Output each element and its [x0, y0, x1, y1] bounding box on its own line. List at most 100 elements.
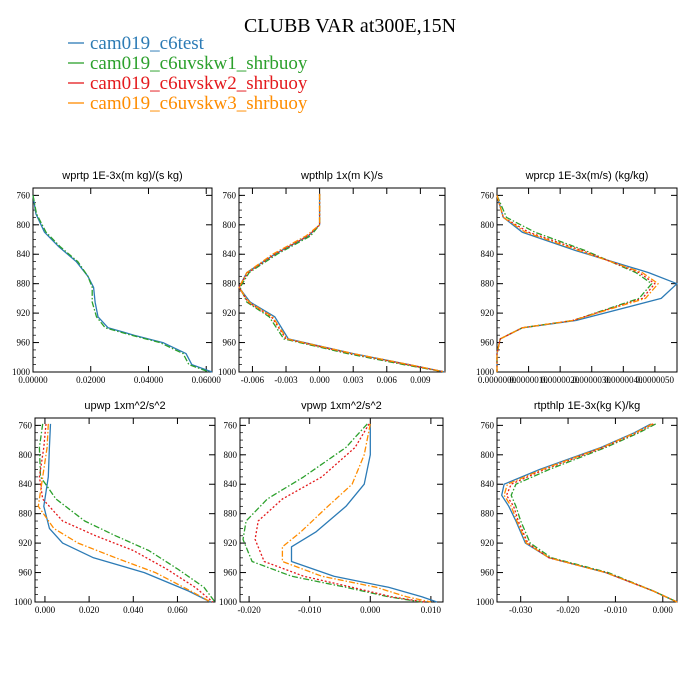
series-line-3 — [238, 193, 446, 373]
x-tick-label: 0.020 — [79, 605, 100, 615]
y-tick-label: 960 — [19, 568, 33, 578]
panel-title: vpwp 1xm^2/s^2 — [301, 400, 382, 412]
y-tick-label: 960 — [481, 338, 495, 348]
y-tick-label: 760 — [481, 420, 495, 430]
y-tick-label: 880 — [17, 279, 31, 289]
y-tick-label: 880 — [224, 509, 238, 519]
x-tick-label: 0.000 — [653, 605, 674, 615]
y-tick-label: 840 — [17, 249, 31, 259]
y-tick-label: 1000 — [219, 597, 238, 607]
panel-5: vpwp 1xm^2/s^27608008408809209601000-0.0… — [219, 400, 444, 615]
series-line-1 — [496, 195, 678, 372]
y-tick-label: 960 — [17, 338, 31, 348]
y-tick-label: 800 — [17, 220, 31, 230]
plot-frame — [496, 417, 678, 603]
x-tick-label: -0.006 — [241, 375, 265, 385]
x-tick-label: 0.000 — [360, 605, 381, 615]
legend-label-3: cam019_c6uvskw2_shrbuoy — [90, 73, 308, 94]
y-tick-label: 840 — [223, 249, 237, 259]
x-tick-label: -0.020 — [237, 605, 261, 615]
y-tick-label: 840 — [19, 479, 33, 489]
legend-label-2: cam019_c6uvskw1_shrbuoy — [90, 53, 308, 74]
series-line-2 — [510, 423, 678, 603]
panel-3: wprcp 1E-3x(m/s) (kg/kg) 760 800 840 880 920 9… — [476, 170, 678, 385]
x-tick-label: 0.02000 — [76, 375, 106, 385]
series-line-2 — [38, 423, 216, 603]
series-line-1 — [501, 423, 678, 603]
y-tick-label: 920 — [481, 308, 495, 318]
x-tick-label: -0.010 — [298, 605, 322, 615]
y-tick-label: 840 — [481, 249, 495, 259]
series-line-3 — [38, 423, 214, 603]
x-tick-label: 0.00000 — [18, 375, 48, 385]
x-tick-label: 0.0000020 — [541, 375, 580, 385]
y-tick-label: 960 — [481, 568, 495, 578]
y-tick-label: 800 — [481, 450, 495, 460]
y-tick-label: 840 — [224, 479, 238, 489]
y-tick-label: 1000 — [218, 367, 237, 377]
figure-title: CLUBB VAR at300E,15N — [244, 15, 456, 37]
panel-title: wprtp 1E-3x(m kg)/(s kg) — [61, 170, 182, 182]
y-tick-label: 880 — [481, 509, 495, 519]
series-line-2 — [239, 193, 446, 373]
series-line-4 — [238, 193, 446, 373]
series-line-1 — [290, 423, 438, 603]
series-line-2 — [496, 195, 653, 372]
y-tick-label: 1000 — [476, 597, 495, 607]
panel-4: upwp 1xm^2/s^2 760 800 840 880 920 960 10000.00… — [14, 400, 216, 615]
y-tick-label: 920 — [224, 538, 238, 548]
y-tick-label: 920 — [19, 538, 33, 548]
panels: wprtp 1E-3x(m kg)/(s kg) 760 800 840 880 920 9… — [12, 170, 678, 615]
y-tick-label: 920 — [223, 308, 237, 318]
series-line-2 — [32, 195, 210, 373]
x-tick-label: 0.06000 — [192, 375, 222, 385]
y-tick-label: 760 — [224, 420, 238, 430]
x-tick-label: 0.0000030 — [573, 375, 612, 385]
panel-title: wprcp 1E-3x(m/s) (kg/kg) — [525, 170, 649, 182]
series-line-3 — [254, 423, 425, 603]
x-tick-label: 0.006 — [377, 375, 398, 385]
series-line-4 — [281, 423, 432, 603]
panel-title: wpthlp 1x(m K)/s — [300, 170, 383, 182]
x-tick-label: 0.009 — [410, 375, 431, 385]
y-tick-label: 800 — [224, 450, 238, 460]
x-tick-label: 0.0000050 — [636, 375, 675, 385]
y-tick-label: 760 — [17, 190, 31, 200]
y-tick-label: 1000 — [12, 367, 31, 377]
series-line-1 — [32, 195, 213, 373]
series-line-4 — [503, 423, 678, 603]
series-line-4 — [37, 423, 211, 603]
x-tick-label: 0.010 — [421, 605, 442, 615]
y-tick-label: 920 — [481, 538, 495, 548]
y-tick-label: 880 — [223, 279, 237, 289]
legend: cam019_c6testcam019_c6uvskw1_shrbuoycam0… — [68, 33, 308, 114]
panel-2: wpthlp 1x(m K)/s 760 800 840 880 920 960 1000 -0… — [218, 170, 446, 385]
y-tick-label: 880 — [19, 509, 33, 519]
x-tick-label: -0.003 — [274, 375, 298, 385]
y-tick-label: 1000 — [14, 597, 33, 607]
plot-frame — [238, 187, 446, 373]
series-line-1 — [238, 193, 446, 373]
series-line-2 — [242, 423, 422, 603]
x-tick-label: -0.030 — [509, 605, 533, 615]
panel-1: wprtp 1E-3x(m kg)/(s kg) 760 800 840 880 920 9… — [12, 170, 221, 385]
x-tick-label: 0.000 — [309, 375, 330, 385]
series-line-1 — [43, 423, 211, 603]
x-tick-label: -0.020 — [556, 605, 580, 615]
y-tick-label: 800 — [19, 450, 33, 460]
series-line-3 — [496, 195, 656, 372]
plot-frame — [34, 417, 216, 603]
panel-6: rtpthlp 1E-3x(kg K)/kg 760 800 840 880 920 960… — [476, 400, 678, 615]
x-tick-label: 0.0000010 — [509, 375, 548, 385]
y-tick-label: 800 — [481, 220, 495, 230]
legend-label-1: cam019_c6test — [90, 33, 205, 54]
y-tick-label: 960 — [223, 338, 237, 348]
x-tick-label: 0.040 — [123, 605, 144, 615]
panel-title: upwp 1xm^2/s^2 — [84, 400, 165, 412]
y-tick-label: 800 — [223, 220, 237, 230]
panel-title: rtpthlp 1E-3x(kg K)/kg — [534, 400, 640, 412]
y-tick-label: 920 — [17, 308, 31, 318]
plot-frame — [496, 187, 678, 373]
y-tick-label: 1000 — [476, 367, 495, 377]
